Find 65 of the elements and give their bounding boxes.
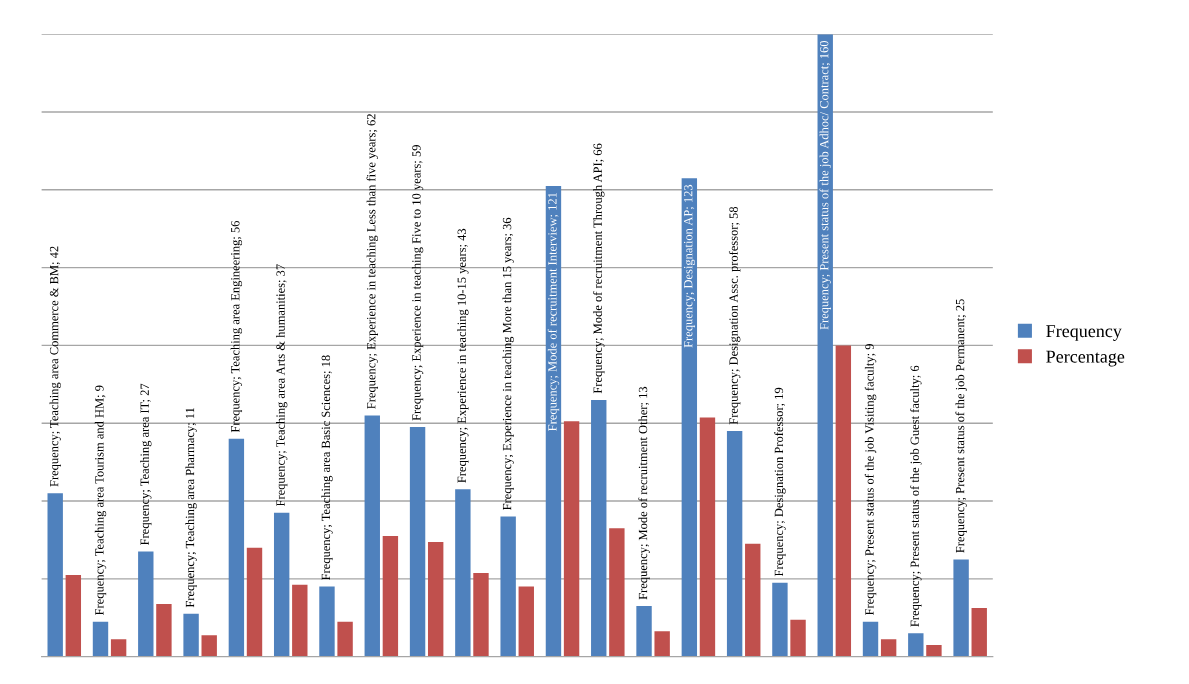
bar <box>862 621 879 657</box>
bar <box>926 644 942 657</box>
data-label: Frequency; Teaching area Engineering; 56 <box>230 220 243 433</box>
data-label: Frequency; Mode of recruitment Through API; 66 <box>593 143 605 394</box>
data-label: Frequency; Teaching area Commerce & BM; 42 <box>49 246 61 487</box>
data-label: Frequency; Mode of recruitment Interview; 121 <box>547 192 560 431</box>
data-label: Frequency; Present status of the job Visiting faculty; 9 <box>864 344 877 616</box>
bar <box>183 613 199 657</box>
data-label: Frequency; Present status of the job Permanent; 25 <box>955 299 967 553</box>
bar <box>636 606 652 657</box>
bar <box>47 493 63 657</box>
bar <box>427 541 444 657</box>
bar <box>110 639 127 657</box>
bar <box>772 582 788 657</box>
bar <box>92 621 109 657</box>
bar <box>609 528 625 657</box>
data-label: Frequency; Present status of the job Adhoc/ Contract; 160 <box>819 40 831 330</box>
data-label: Frequency; Designation Assc. professor; 58 <box>728 206 741 425</box>
bar <box>246 547 263 657</box>
bar <box>319 586 335 657</box>
bar <box>817 34 833 657</box>
legend-label: Frequency <box>1046 325 1122 341</box>
bar <box>273 512 290 657</box>
bar <box>292 584 308 657</box>
bar <box>654 631 670 657</box>
bar <box>518 586 534 657</box>
data-label: Frequency; Present status of the job Guest faculty; 6 <box>910 365 922 627</box>
bar <box>473 573 489 657</box>
bar <box>953 559 969 657</box>
bar <box>699 417 716 657</box>
bar <box>726 431 743 657</box>
bar <box>364 415 380 657</box>
bar <box>500 516 516 657</box>
data-label: Frequency; Experience in teaching 10-15 years; 43 <box>457 228 469 483</box>
data-label: Frequency; Designation AP; 123 <box>684 184 695 348</box>
bar <box>201 635 217 657</box>
bar <box>591 399 607 657</box>
bar <box>563 421 580 657</box>
bar <box>228 438 245 657</box>
data-label: Frequency; Designation Professor; 19 <box>774 387 786 577</box>
bar <box>880 639 897 657</box>
data-label: Frequency; Teaching area Pharmacy; 11 <box>185 407 197 608</box>
bar <box>971 608 987 657</box>
bar <box>65 574 82 657</box>
legend-label: Percentage <box>1046 350 1125 367</box>
bar <box>156 604 172 657</box>
data-label: Frequency; Teaching area Tourism and HM; 9 <box>94 385 107 616</box>
data-label: Frequency; Experience in teaching More than 15 years; 36 <box>502 217 514 511</box>
bar <box>908 633 924 657</box>
bar <box>745 543 761 657</box>
bar <box>681 178 698 657</box>
bar <box>835 345 852 657</box>
data-label: Frequency; Teaching area IT; 27 <box>140 383 152 546</box>
data-label: Frequency; Mode of recruitment Other; 13 <box>638 386 650 600</box>
bar <box>382 536 399 657</box>
bar <box>409 427 426 657</box>
bar <box>790 619 806 657</box>
bar <box>138 551 154 657</box>
data-label: Frequency; Teaching area Basic Sciences; 18 <box>321 355 333 581</box>
bar <box>455 489 471 657</box>
bar <box>337 621 353 657</box>
data-label: Frequency; Experience in teaching Five to 10 years; 59 <box>411 145 424 421</box>
data-label: Frequency; Teaching area Arts & humanities; 37 <box>275 264 288 507</box>
bar <box>545 185 562 657</box>
data-label: Frequency; Experience in teaching Less than five years; 62 <box>366 114 379 409</box>
